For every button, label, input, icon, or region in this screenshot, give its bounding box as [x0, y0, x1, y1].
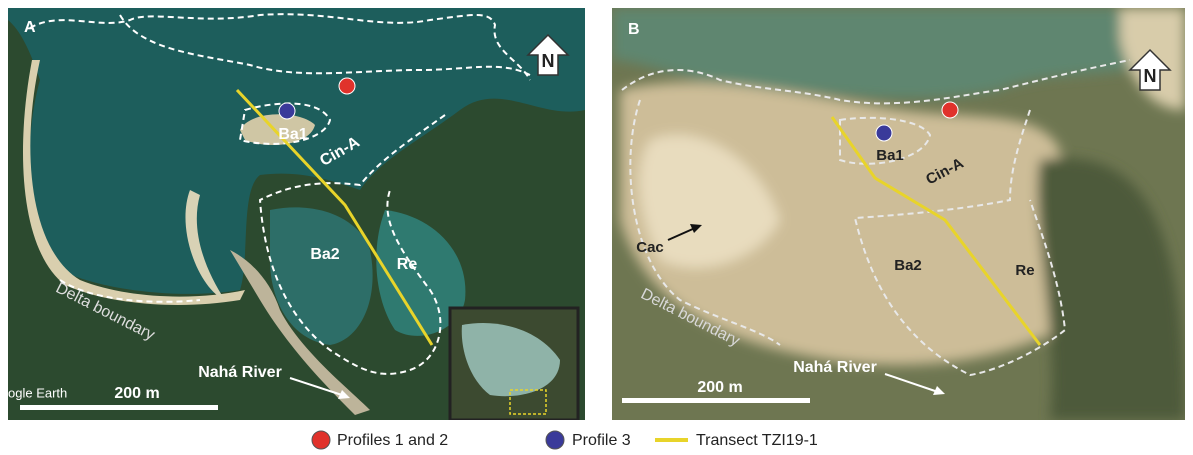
- scale-bar: [20, 405, 218, 410]
- legend-label: Profiles 1 and 2: [337, 432, 448, 449]
- region-label: Ba1: [278, 126, 307, 143]
- region-label: Re: [397, 256, 418, 273]
- scale-label: 200 m: [114, 385, 159, 402]
- panel-a: A N Ba1 Cin-A Ba2 Re Delta boundary Nahá…: [8, 8, 585, 420]
- panel-b: B N Ba1 Cin-A Cac Ba2 Re Delta boundary …: [612, 8, 1185, 420]
- legend-symbol: [312, 431, 330, 449]
- profile-3-site: [876, 125, 892, 141]
- north-label: N: [542, 51, 555, 71]
- river-label: Nahá River: [793, 359, 877, 376]
- scale-label: 200 m: [697, 379, 742, 396]
- profile-3-site: [279, 103, 295, 119]
- panel-label: A: [24, 19, 36, 36]
- north-label: N: [1144, 66, 1157, 86]
- panel-label: B: [628, 21, 640, 38]
- region-label: Ba2: [894, 257, 922, 274]
- region-label: Cac: [636, 239, 664, 256]
- profile-1-2-site: [942, 102, 958, 118]
- region-label: Re: [1015, 262, 1034, 279]
- legend-label: Profile 3: [572, 432, 631, 449]
- legend: Profiles 1 and 2 Profile 3 Transect TZI1…: [312, 431, 818, 449]
- legend-symbol: [546, 431, 564, 449]
- region-label: Ba2: [310, 246, 339, 263]
- legend-label: Transect TZI19-1: [696, 432, 818, 449]
- source-label: ogle Earth: [8, 385, 67, 400]
- profile-1-2-site: [339, 78, 355, 94]
- figure: A N Ba1 Cin-A Ba2 Re Delta boundary Nahá…: [0, 0, 1193, 455]
- scale-bar: [622, 398, 810, 403]
- river-label: Nahá River: [198, 364, 282, 381]
- region-label: Ba1: [876, 147, 904, 164]
